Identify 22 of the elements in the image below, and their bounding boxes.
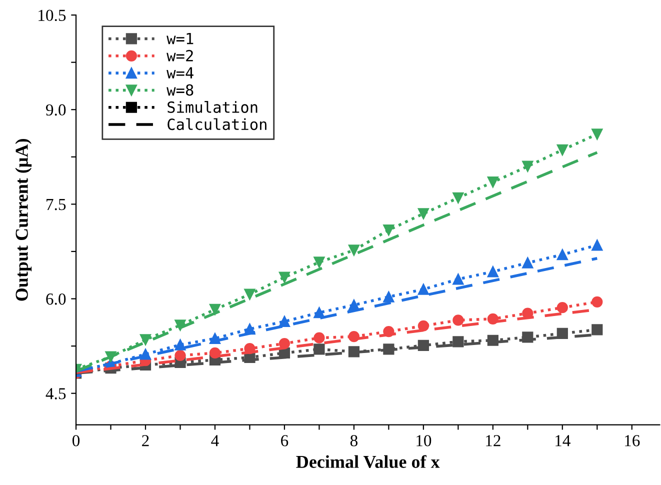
y-tick-label: 10.5 <box>38 10 66 22</box>
legend-label: w=8 <box>166 84 194 96</box>
y-tick-label: 6.0 <box>46 293 66 305</box>
x-tick-label: 2 <box>142 435 149 446</box>
legend-label: Calculation <box>168 118 266 130</box>
legend-label: w=2 <box>166 50 193 62</box>
y-tick-label: 9.0 <box>46 104 66 116</box>
y-axis-title: Output Current (μA) <box>15 139 32 301</box>
x-tick-label: 16 <box>625 435 640 446</box>
y-tick-label: 4.5 <box>46 388 66 400</box>
y-tick-label: 7.5 <box>46 199 66 210</box>
x-axis-title: Decimal Value of x <box>296 455 440 468</box>
x-tick-label: 12 <box>486 435 500 446</box>
x-tick-label: 14 <box>556 435 570 446</box>
x-tick-label: 6 <box>281 435 288 446</box>
x-tick-label: 4 <box>211 435 219 446</box>
x-tick-label: 8 <box>350 435 358 446</box>
x-tick-label: 10 <box>416 435 432 446</box>
legend-label: w=1 <box>166 32 194 44</box>
legend-label: w=4 <box>166 67 194 78</box>
x-tick-label: 0 <box>72 435 80 446</box>
legend-label: Simulation <box>168 101 258 113</box>
